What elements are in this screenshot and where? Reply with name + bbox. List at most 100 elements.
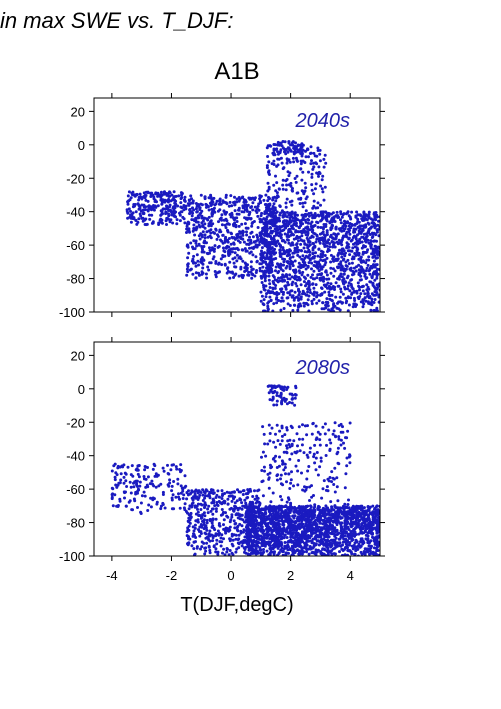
scatter-point bbox=[315, 237, 319, 241]
scatter-point bbox=[251, 253, 255, 257]
scatter-point bbox=[347, 536, 351, 540]
scatter-point bbox=[370, 512, 374, 516]
scatter-point bbox=[304, 149, 307, 153]
scatter-point bbox=[136, 485, 139, 488]
scatter-point bbox=[370, 221, 374, 225]
scatter-point bbox=[309, 145, 313, 149]
scatter-point bbox=[160, 193, 164, 197]
scatter-point bbox=[351, 246, 355, 250]
scatter-point bbox=[173, 214, 177, 218]
scatter-point bbox=[361, 289, 365, 293]
scatter-point bbox=[212, 206, 216, 210]
scatter-point bbox=[221, 200, 225, 204]
scatter-point bbox=[228, 525, 232, 529]
scatter-point bbox=[192, 218, 196, 222]
scatter-point bbox=[204, 536, 208, 540]
scatter-point bbox=[289, 289, 293, 293]
scatter-point bbox=[269, 257, 273, 261]
scatter-point bbox=[215, 501, 219, 504]
scatter-point bbox=[172, 463, 175, 467]
scatter-point bbox=[237, 256, 241, 260]
scatter-point bbox=[285, 254, 289, 258]
scatter-point bbox=[364, 261, 368, 265]
scatter-point bbox=[194, 228, 198, 232]
scatter-point bbox=[299, 283, 303, 287]
scatter-point bbox=[282, 307, 286, 310]
scatter-point bbox=[319, 267, 323, 271]
scatter-point bbox=[281, 220, 285, 224]
scatter-point bbox=[351, 305, 355, 309]
scatter-point bbox=[201, 262, 205, 266]
scatter-point bbox=[199, 532, 203, 535]
scatter-point bbox=[174, 495, 178, 499]
scatter-point bbox=[171, 221, 175, 225]
scatter-point bbox=[236, 516, 240, 520]
scatter-point bbox=[303, 161, 307, 164]
scatter-point bbox=[344, 224, 348, 228]
scatter-point bbox=[304, 214, 308, 218]
scatter-point bbox=[263, 260, 267, 264]
scatter-point bbox=[270, 250, 274, 254]
scatter-point bbox=[241, 259, 245, 263]
scatter-point bbox=[322, 239, 326, 243]
scatter-point bbox=[314, 182, 318, 186]
scatter-point bbox=[282, 166, 286, 170]
scatter-point bbox=[362, 251, 366, 255]
scatter-point bbox=[228, 260, 232, 264]
scatter-point bbox=[321, 190, 325, 194]
scatter-point bbox=[240, 196, 244, 200]
scatter-point bbox=[256, 235, 259, 239]
scatter-point bbox=[223, 250, 227, 254]
scatter-point bbox=[374, 233, 378, 237]
scatter-point bbox=[204, 549, 208, 553]
scatter-point bbox=[327, 293, 331, 297]
scatter-point bbox=[151, 206, 155, 210]
scatter-point bbox=[194, 540, 197, 544]
scatter-point bbox=[111, 504, 115, 508]
scatter-point bbox=[291, 268, 295, 272]
scatter-point bbox=[368, 541, 371, 545]
scatter-point bbox=[266, 267, 270, 271]
scatter-point bbox=[311, 252, 315, 255]
scatter-point bbox=[308, 243, 312, 247]
scatter-point bbox=[369, 246, 373, 250]
scatter-point bbox=[290, 219, 294, 223]
scatter-point bbox=[255, 494, 259, 498]
scatter-point bbox=[307, 294, 311, 298]
scatter-point bbox=[269, 231, 273, 235]
scatter-point bbox=[332, 274, 336, 278]
scatter-point bbox=[220, 489, 224, 493]
scatter-point bbox=[224, 193, 228, 197]
scatter-point bbox=[254, 501, 258, 505]
scatter-point bbox=[244, 263, 248, 267]
scatter-point bbox=[265, 164, 269, 168]
scatter-point bbox=[288, 249, 291, 253]
scatter-point bbox=[313, 244, 317, 248]
scatter-point bbox=[339, 210, 343, 214]
scatter-point bbox=[210, 491, 213, 495]
scatter-point bbox=[198, 212, 202, 216]
figure-subtitle: A1B bbox=[214, 58, 260, 85]
scatter-point bbox=[350, 210, 354, 214]
scatter-point bbox=[200, 525, 204, 529]
scatter-point bbox=[276, 262, 279, 266]
scatter-point bbox=[302, 301, 306, 305]
scatter-point bbox=[176, 204, 180, 208]
scatter-point bbox=[300, 231, 304, 235]
scatter-point bbox=[299, 295, 303, 299]
scatter-point bbox=[278, 213, 282, 217]
scatter-point bbox=[270, 550, 274, 554]
scatter-point bbox=[233, 504, 237, 508]
scatter-point bbox=[230, 250, 234, 254]
scatter-point bbox=[209, 236, 213, 240]
scatter-point bbox=[333, 285, 337, 289]
scatter-point bbox=[306, 273, 310, 277]
scatter-point bbox=[263, 288, 267, 292]
scatter-point bbox=[241, 231, 245, 235]
scatter-point bbox=[327, 290, 331, 294]
scatter-point bbox=[353, 223, 357, 226]
scatter-point bbox=[334, 295, 338, 299]
scatter-point bbox=[281, 178, 285, 182]
scatter-point bbox=[340, 238, 344, 242]
scatter-point bbox=[192, 495, 196, 499]
